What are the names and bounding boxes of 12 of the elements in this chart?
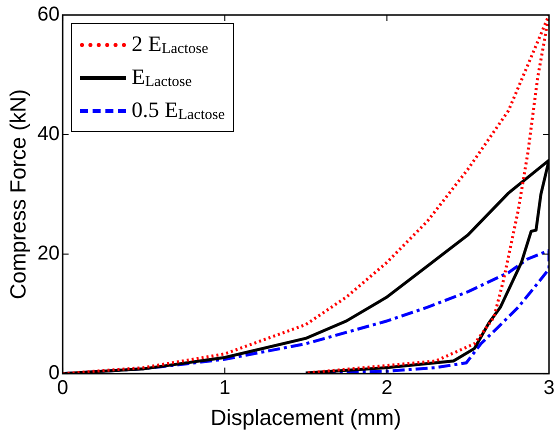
y-axis-title: Compress Force (kN) [5, 89, 30, 300]
legend-label: 2 E$_{Lactose}$ [132, 31, 208, 58]
y-tick-label: 60 [37, 4, 60, 26]
legend-label: E$_{Lactose}$ [132, 64, 192, 91]
x-tick-label: 3 [543, 377, 555, 400]
x-tick-label: 2 [381, 377, 392, 400]
line-series [62, 15, 549, 374]
x-tick-label: 1 [219, 377, 230, 400]
x-axis-title: Displacement (mm) [210, 404, 402, 430]
y-tick-label: 40 [37, 123, 60, 146]
y-tick-label: 20 [37, 242, 60, 265]
legend-label: 0.5 E$_{Lactose}$ [132, 97, 225, 124]
